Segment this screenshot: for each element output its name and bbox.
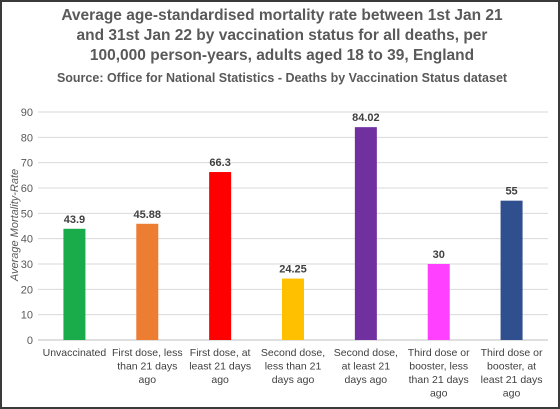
x-category-label: Third dose or booster, at least 21 days ago (481, 347, 543, 400)
x-category-line: Third dose or (481, 347, 543, 359)
x-category-label: First dose, at least 21 days ago (189, 347, 251, 386)
chart-subtitle: Source: Office for National Statistics -… (56, 71, 508, 85)
x-category-line: Unvaccinated (43, 347, 107, 359)
chart-title-line: 100,000 person-years, adults aged 18 to … (89, 47, 475, 64)
chart-title: Average age-standardised mortality rate … (42, 6, 522, 66)
x-category-label: Second dose, less than 21 days ago (261, 347, 325, 386)
data-label: 24.25 (279, 264, 307, 276)
x-category-line: than 21 days (409, 374, 469, 386)
x-category-label: Second dose, at least 21 days ago (334, 347, 398, 386)
x-category-line: booster, at (487, 361, 536, 373)
x-category-line: days ago (272, 374, 315, 386)
data-label: 45.88 (134, 209, 162, 221)
x-category-line: ago (139, 374, 157, 386)
y-tick-label: 60 (21, 183, 33, 195)
y-axis-label: Average Mortality-Rate (9, 169, 21, 282)
bar (500, 200, 523, 340)
y-tick-label: 70 (21, 158, 33, 170)
data-label: 66.3 (209, 157, 230, 169)
x-category-line: ago (503, 388, 521, 400)
x-category-line: First dose, less (112, 347, 183, 359)
x-category-line: Third dose or (408, 347, 470, 359)
bar (427, 264, 450, 340)
x-category-line: ago (430, 388, 448, 400)
y-tick-label: 20 (21, 284, 33, 296)
y-tick-label: 40 (21, 234, 33, 246)
data-label: 84.02 (352, 112, 380, 124)
y-tick-label: 0 (27, 335, 33, 347)
y-tick-label: 90 (21, 107, 33, 119)
y-tick-label: 10 (21, 310, 33, 322)
data-label: 30 (433, 249, 445, 261)
bar (63, 228, 86, 340)
bar (209, 172, 232, 340)
x-category-line: First dose, at (190, 347, 251, 359)
x-category-line: least 21 days (189, 361, 251, 373)
chart-title-line: and 31st Jan 22 by vaccination status fo… (76, 27, 488, 44)
x-category-line: than 21 days (117, 361, 177, 373)
bar (282, 278, 304, 340)
x-axis-categories: Unvaccinated First dose, less than 21 days… (43, 347, 543, 400)
data-labels: 43.9 45.88 66.3 24.25 84.02 30 55 (64, 112, 518, 275)
bar (136, 223, 159, 340)
y-tick-label: 30 (21, 259, 33, 271)
chart-title-line: Average age-standardised mortality rate … (61, 7, 503, 24)
data-label: 55 (505, 186, 517, 198)
x-category-label: Unvaccinated (43, 347, 107, 359)
y-tick-label: 80 (21, 132, 33, 144)
x-category-line: least 21 days (481, 374, 543, 386)
x-category-label: First dose, less than 21 days ago (112, 347, 183, 386)
x-category-line: Second dose, (334, 347, 398, 359)
bars (63, 127, 523, 341)
y-tick-label: 50 (21, 208, 33, 220)
x-category-line: days ago (345, 374, 388, 386)
y-axis-ticks: 0 10 20 30 40 50 60 70 80 90 (21, 107, 33, 347)
data-label: 43.9 (64, 214, 85, 226)
x-category-line: booster, less (409, 361, 468, 373)
bar (354, 127, 377, 341)
x-category-line: at least 21 (342, 361, 391, 373)
x-category-line: ago (211, 374, 229, 386)
x-category-line: less than 21 (265, 361, 322, 373)
x-category-line: Second dose, (261, 347, 325, 359)
x-category-label: Third dose or booster, less than 21 days ag… (408, 347, 470, 400)
